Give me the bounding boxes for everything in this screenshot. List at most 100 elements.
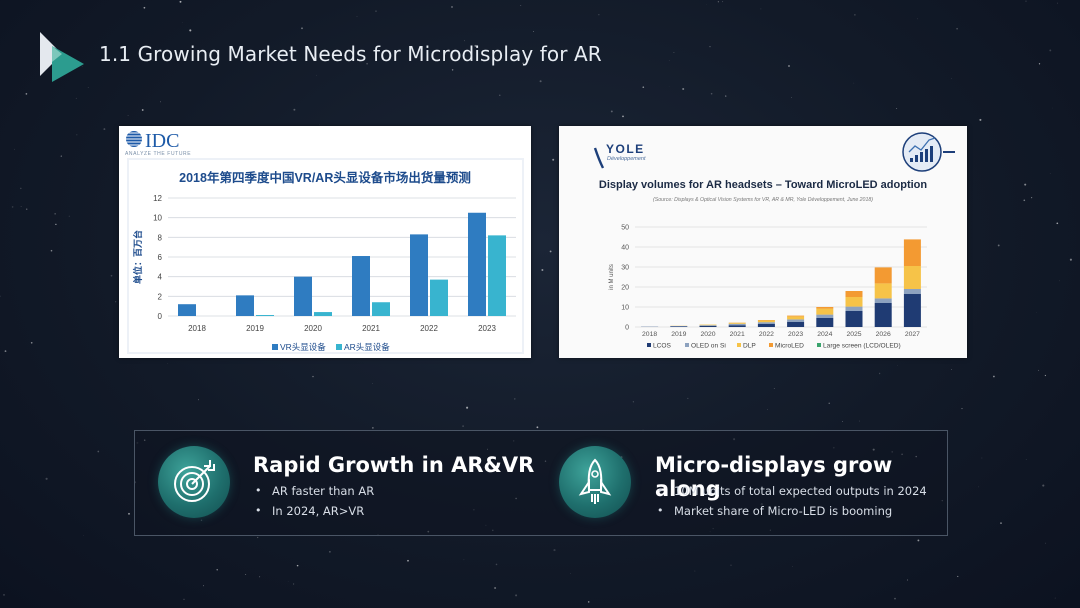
star-dot <box>297 565 299 567</box>
star-dot <box>293 109 295 111</box>
bar-lcos-2020 <box>700 326 717 327</box>
star-dot <box>533 31 534 32</box>
star-dot <box>1070 259 1072 261</box>
star-dot <box>553 549 555 551</box>
bar-vr-2022 <box>410 234 428 316</box>
star-dot <box>462 425 464 427</box>
star-dot <box>111 275 113 277</box>
star-dot <box>588 601 590 603</box>
star-dot <box>514 398 515 399</box>
bar-oled-on-si-2026 <box>875 298 892 303</box>
x-tick-label: 2020 <box>304 324 322 333</box>
yole-chart-panel: YOLE Développement Display volumes for AR … <box>559 126 967 358</box>
y-tick-label: 50 <box>621 225 629 232</box>
star-dot <box>160 101 161 102</box>
bar-ar-2022 <box>430 280 448 316</box>
star-dot <box>611 110 613 112</box>
star-dot <box>917 539 919 541</box>
star-dot <box>541 269 543 271</box>
star-dot <box>1024 184 1026 186</box>
y-axis-label: in M units <box>609 264 615 290</box>
x-tick-label: 2022 <box>759 331 774 338</box>
bar-vr-2021 <box>352 256 370 316</box>
star-dot <box>69 216 70 217</box>
legend-swatch <box>817 343 821 347</box>
star-dot <box>61 155 62 156</box>
star-dot <box>464 559 465 560</box>
legend-swatch <box>769 343 773 347</box>
star-dot <box>709 46 710 47</box>
star-dot <box>128 513 130 515</box>
star-dot <box>598 14 599 15</box>
star-dot <box>1056 222 1058 224</box>
star-dot <box>76 98 77 99</box>
star-dot <box>1050 173 1051 174</box>
chart-subtitle: (Source: Displays & Optical Vision Syste… <box>653 197 873 203</box>
bar-dlp-2026 <box>875 283 892 298</box>
star-dot <box>774 388 775 389</box>
star-dot <box>128 115 129 116</box>
star-dot <box>77 135 78 136</box>
star-dot <box>494 587 496 589</box>
bar-vr-2018 <box>178 304 196 316</box>
star-dot <box>854 14 855 15</box>
star-dot <box>31 342 33 344</box>
star-dot <box>979 119 981 121</box>
star-dot <box>189 29 191 31</box>
list-item: AR faster than AR <box>255 481 374 501</box>
y-tick-label: 10 <box>153 214 162 223</box>
star-dot <box>998 244 1000 246</box>
star-dot <box>951 78 952 79</box>
star-dot <box>1026 459 1027 460</box>
star-dot <box>216 569 217 570</box>
star-dot <box>83 535 84 536</box>
y-axis-label: 单位：百万台 <box>132 230 143 284</box>
x-tick-label: 2023 <box>478 324 496 333</box>
star-dot <box>673 52 674 53</box>
legend-label: VR头显设备 <box>280 342 326 352</box>
star-dot <box>688 398 689 399</box>
bar-lcos-2023 <box>787 322 804 327</box>
slide-title: 1.1 Growing Market Needs for Microdispla… <box>99 42 602 66</box>
legend-label: LCOS <box>653 343 672 350</box>
growth-bullet-list: AR faster than AR In 2024, AR>VR <box>255 481 374 521</box>
bar-microled-2023 <box>787 316 804 317</box>
star-dot <box>550 250 552 252</box>
bar-lcos-2019 <box>670 326 687 327</box>
y-tick-label: 8 <box>158 233 163 242</box>
bar-dlp-2020 <box>700 325 717 326</box>
bar-dlp-2021 <box>729 323 746 324</box>
bar-oled-on-si-2024 <box>816 315 833 318</box>
star-dot <box>14 149 15 150</box>
star-dot <box>103 128 105 130</box>
star-dot <box>1039 63 1040 64</box>
star-dot <box>1042 485 1044 487</box>
star-dot <box>26 93 28 95</box>
rocket-icon <box>559 446 631 518</box>
legend-label: MicroLED <box>775 343 804 350</box>
star-dot <box>142 109 144 111</box>
star-dot <box>552 159 554 161</box>
card-title-growth: Rapid Growth in AR&VR <box>253 453 534 477</box>
star-dot <box>957 576 958 577</box>
bar-ar-2023 <box>488 235 506 316</box>
x-tick-label: 2021 <box>362 324 380 333</box>
star-dot <box>51 250 53 252</box>
star-dot <box>0 296 1 297</box>
star-dot <box>722 1 723 2</box>
bar-vr-2023 <box>468 213 486 316</box>
x-tick-label: 2024 <box>817 331 832 338</box>
y-tick-label: 40 <box>621 245 629 252</box>
star-dot <box>725 95 726 96</box>
star-dot <box>731 565 732 566</box>
list-item: Market share of Micro-LED is booming <box>657 501 927 521</box>
bar-oled-on-si-2023 <box>787 319 804 322</box>
bar-microled-2025 <box>846 291 863 297</box>
star-dot <box>293 583 294 584</box>
star-dot <box>466 407 468 409</box>
star-dot <box>301 27 303 29</box>
y-tick-label: 2 <box>158 292 163 301</box>
star-dot <box>115 301 116 302</box>
bar-dlp-2025 <box>846 297 863 307</box>
star-dot <box>168 363 169 364</box>
